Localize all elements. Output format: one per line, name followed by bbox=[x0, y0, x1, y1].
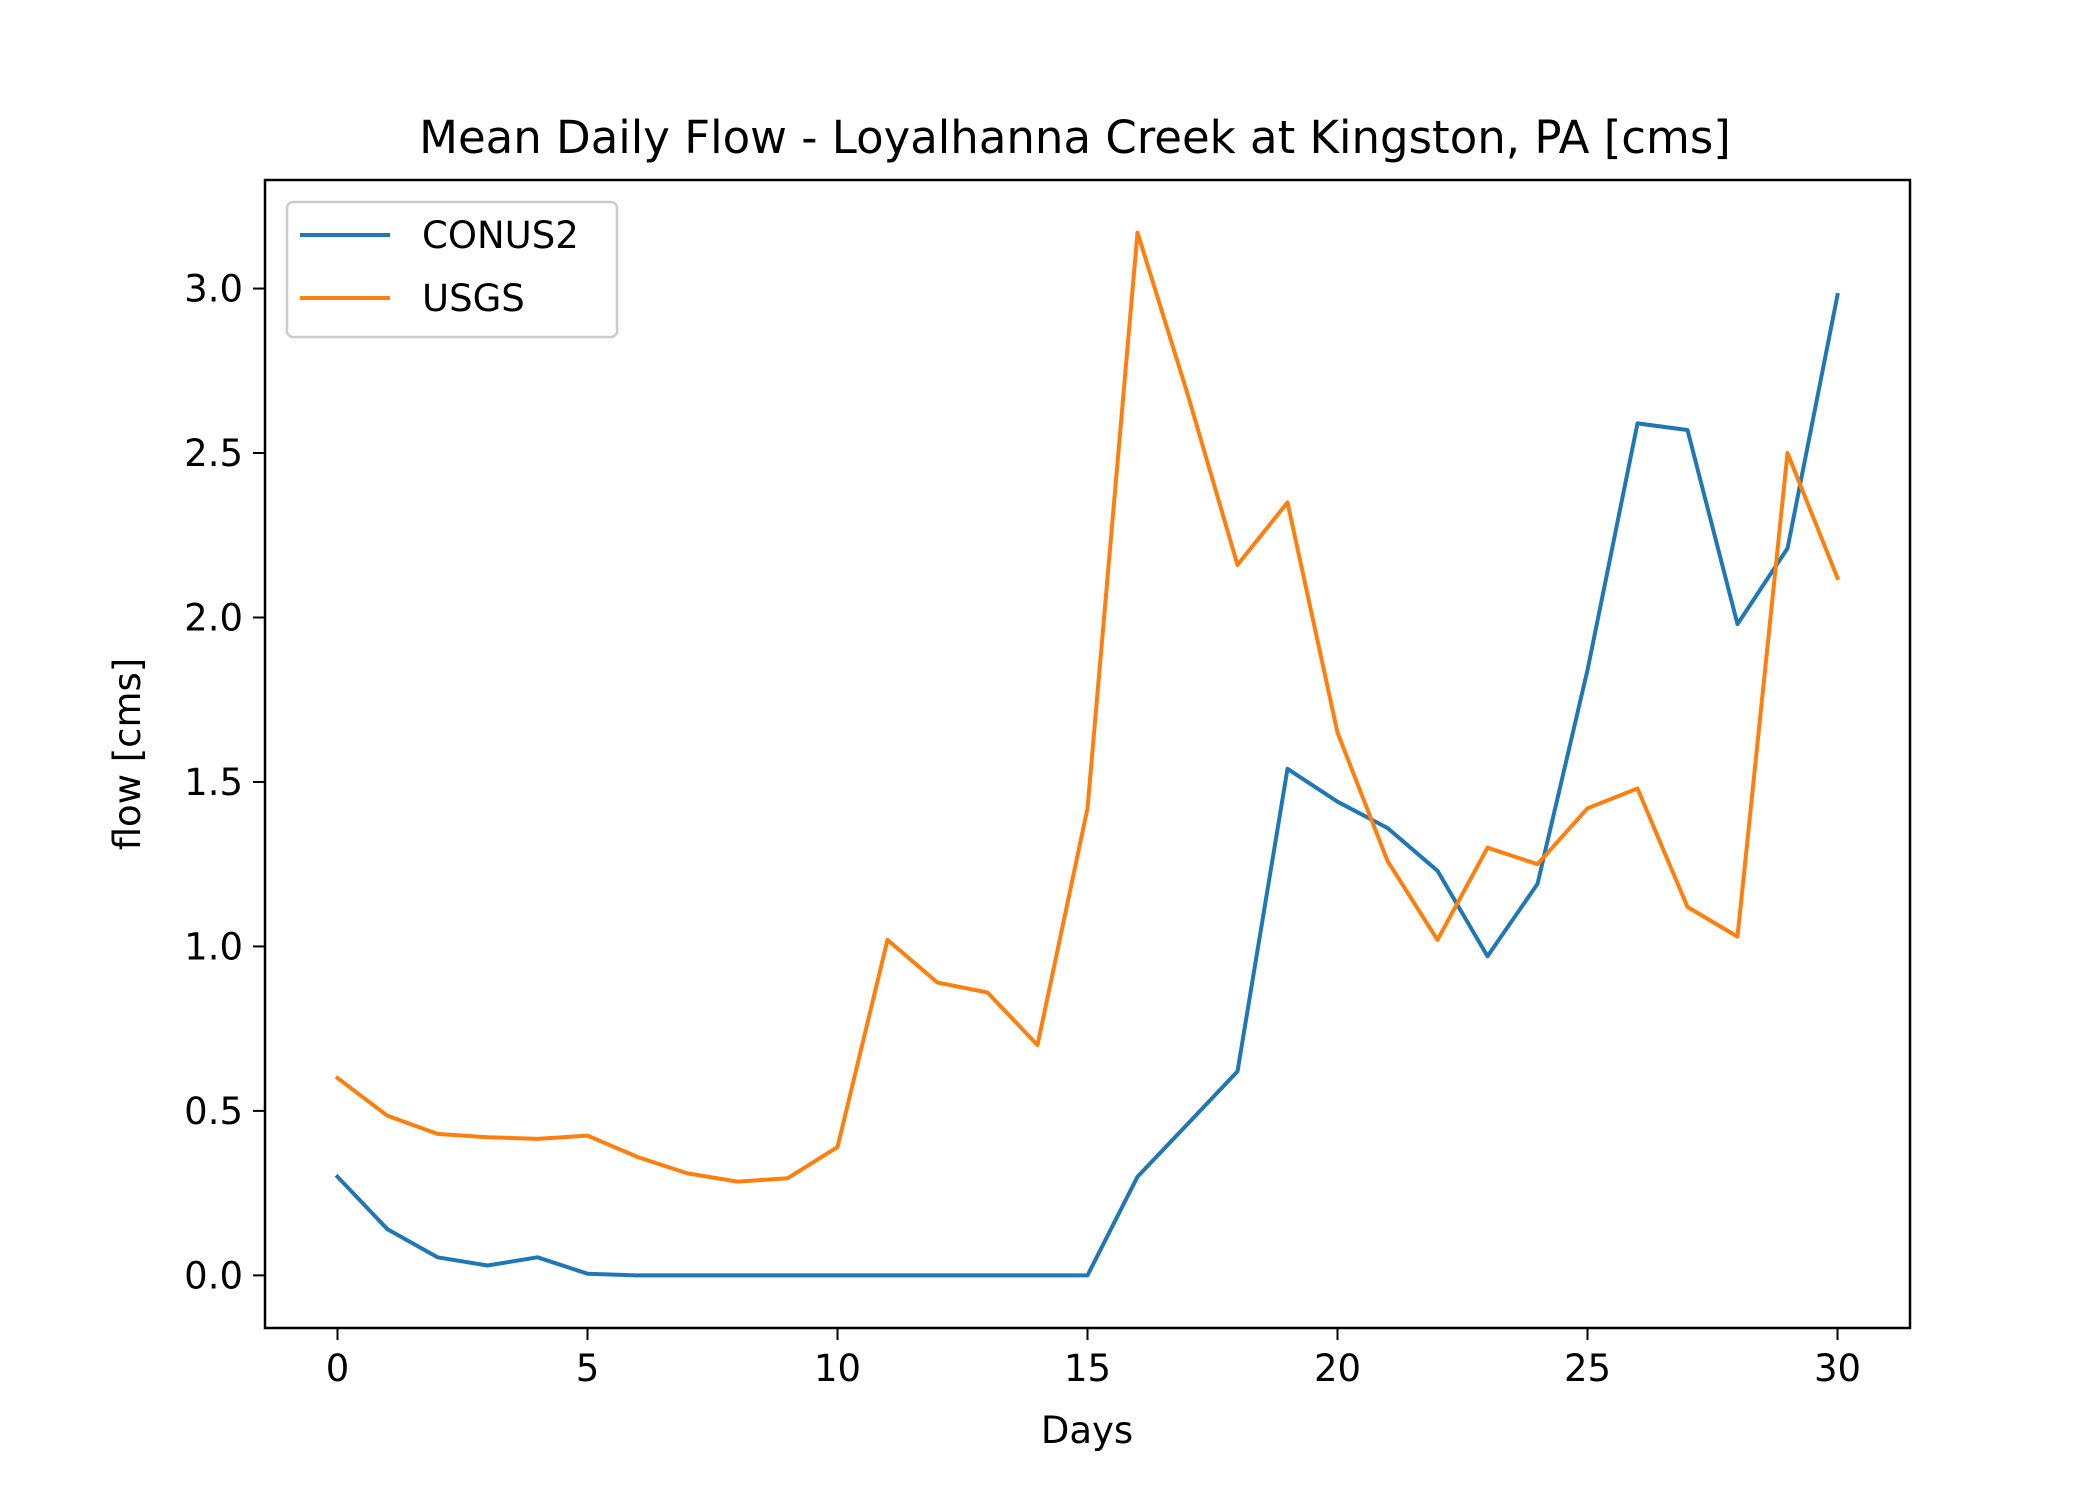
data-point-usgs-18 bbox=[1236, 563, 1240, 567]
data-point-conus2-0 bbox=[336, 1175, 340, 1179]
data-point-usgs-8 bbox=[736, 1180, 740, 1184]
x-axis: 0 5 10 15 20 25 30 bbox=[326, 1328, 1861, 1390]
data-point-conus2-12 bbox=[936, 1273, 940, 1277]
legend-label-usgs: USGS bbox=[422, 277, 525, 320]
x-tick-label: 25 bbox=[1564, 1347, 1611, 1390]
data-point-conus2-7 bbox=[686, 1273, 690, 1277]
data-point-conus2-28 bbox=[1736, 622, 1740, 626]
y-tick-label: 2.0 bbox=[184, 596, 243, 639]
data-point-usgs-15 bbox=[1086, 806, 1090, 810]
data-point-usgs-9 bbox=[786, 1176, 790, 1180]
data-point-usgs-10 bbox=[836, 1145, 840, 1149]
data-point-usgs-16 bbox=[1136, 231, 1140, 235]
data-point-conus2-19 bbox=[1286, 767, 1290, 771]
data-point-usgs-23 bbox=[1486, 846, 1490, 850]
data-point-conus2-10 bbox=[836, 1273, 840, 1277]
data-point-conus2-18 bbox=[1236, 1069, 1240, 1073]
x-tick-label: 10 bbox=[814, 1347, 861, 1390]
data-point-conus2-29 bbox=[1786, 546, 1790, 550]
y-tick-label: 0.0 bbox=[184, 1254, 243, 1297]
y-tick-label: 1.0 bbox=[184, 925, 243, 968]
data-point-conus2-5 bbox=[586, 1272, 590, 1276]
data-point-usgs-25 bbox=[1586, 806, 1590, 810]
legend: CONUS2 USGS bbox=[285, 200, 619, 339]
data-point-usgs-1 bbox=[386, 1114, 390, 1118]
data-point-usgs-5 bbox=[586, 1134, 590, 1138]
data-point-usgs-17 bbox=[1186, 392, 1190, 396]
y-tick-label: 0.5 bbox=[184, 1090, 243, 1133]
data-point-usgs-20 bbox=[1336, 731, 1340, 735]
data-point-conus2-30 bbox=[1836, 293, 1840, 297]
data-point-usgs-13 bbox=[986, 991, 990, 995]
series-line-conus2 bbox=[334, 292, 1840, 1278]
data-point-usgs-7 bbox=[686, 1171, 690, 1175]
y-tick-label: 3.0 bbox=[184, 268, 243, 311]
data-point-conus2-8 bbox=[736, 1273, 740, 1277]
data-point-conus2-27 bbox=[1686, 428, 1690, 432]
data-point-conus2-22 bbox=[1436, 869, 1440, 873]
data-point-conus2-24 bbox=[1536, 882, 1540, 886]
data-point-usgs-6 bbox=[636, 1155, 640, 1159]
data-point-usgs-30 bbox=[1836, 576, 1840, 580]
data-point-conus2-23 bbox=[1486, 954, 1490, 958]
y-tick-label: 1.5 bbox=[184, 761, 243, 804]
data-point-usgs-21 bbox=[1386, 859, 1390, 863]
data-point-usgs-2 bbox=[436, 1132, 440, 1136]
x-tick-label: 15 bbox=[1064, 1347, 1111, 1390]
series-conus2 bbox=[334, 292, 1840, 1278]
data-point-usgs-12 bbox=[936, 981, 940, 985]
data-point-usgs-11 bbox=[886, 938, 890, 942]
data-point-usgs-29 bbox=[1786, 451, 1790, 455]
data-point-usgs-26 bbox=[1636, 787, 1640, 791]
data-point-conus2-1 bbox=[386, 1227, 390, 1231]
y-axis: 0.0 0.5 1.0 1.5 2.0 2.5 3.0 bbox=[184, 268, 265, 1297]
data-point-conus2-26 bbox=[1636, 421, 1640, 425]
series-line-usgs bbox=[334, 230, 1841, 1184]
series-usgs bbox=[334, 230, 1841, 1184]
y-axis-label: flow [cms] bbox=[106, 658, 149, 851]
x-axis-label: Days bbox=[1041, 1409, 1133, 1452]
data-point-usgs-0 bbox=[336, 1076, 340, 1080]
data-point-conus2-6 bbox=[636, 1273, 640, 1277]
data-point-usgs-27 bbox=[1686, 905, 1690, 909]
data-point-usgs-28 bbox=[1736, 935, 1740, 939]
series-layer bbox=[334, 230, 1841, 1278]
data-point-conus2-25 bbox=[1586, 668, 1590, 672]
data-point-usgs-14 bbox=[1036, 1043, 1040, 1047]
data-point-usgs-3 bbox=[486, 1135, 490, 1139]
data-point-conus2-2 bbox=[436, 1255, 440, 1259]
data-point-usgs-22 bbox=[1436, 938, 1440, 942]
data-point-conus2-4 bbox=[536, 1255, 540, 1259]
x-tick-label: 30 bbox=[1814, 1347, 1861, 1390]
data-point-conus2-17 bbox=[1186, 1122, 1190, 1126]
data-point-conus2-9 bbox=[786, 1273, 790, 1277]
x-tick-label: 20 bbox=[1314, 1347, 1361, 1390]
chart-title: Mean Daily Flow - Loyalhanna Creek at Ki… bbox=[419, 111, 1731, 164]
x-tick-label: 5 bbox=[576, 1347, 600, 1390]
data-point-conus2-11 bbox=[886, 1273, 890, 1277]
data-point-conus2-3 bbox=[486, 1264, 490, 1268]
data-point-usgs-19 bbox=[1286, 500, 1290, 504]
data-point-conus2-21 bbox=[1386, 826, 1390, 830]
legend-label-conus2: CONUS2 bbox=[422, 214, 579, 257]
data-point-conus2-20 bbox=[1336, 800, 1340, 804]
x-tick-label: 0 bbox=[326, 1347, 350, 1390]
data-point-conus2-15 bbox=[1086, 1273, 1090, 1277]
data-point-usgs-24 bbox=[1536, 862, 1540, 866]
data-point-usgs-4 bbox=[536, 1137, 540, 1141]
y-tick-label: 2.5 bbox=[184, 432, 243, 475]
data-point-conus2-13 bbox=[986, 1273, 990, 1277]
data-point-conus2-14 bbox=[1036, 1273, 1040, 1277]
data-point-conus2-16 bbox=[1136, 1175, 1140, 1179]
